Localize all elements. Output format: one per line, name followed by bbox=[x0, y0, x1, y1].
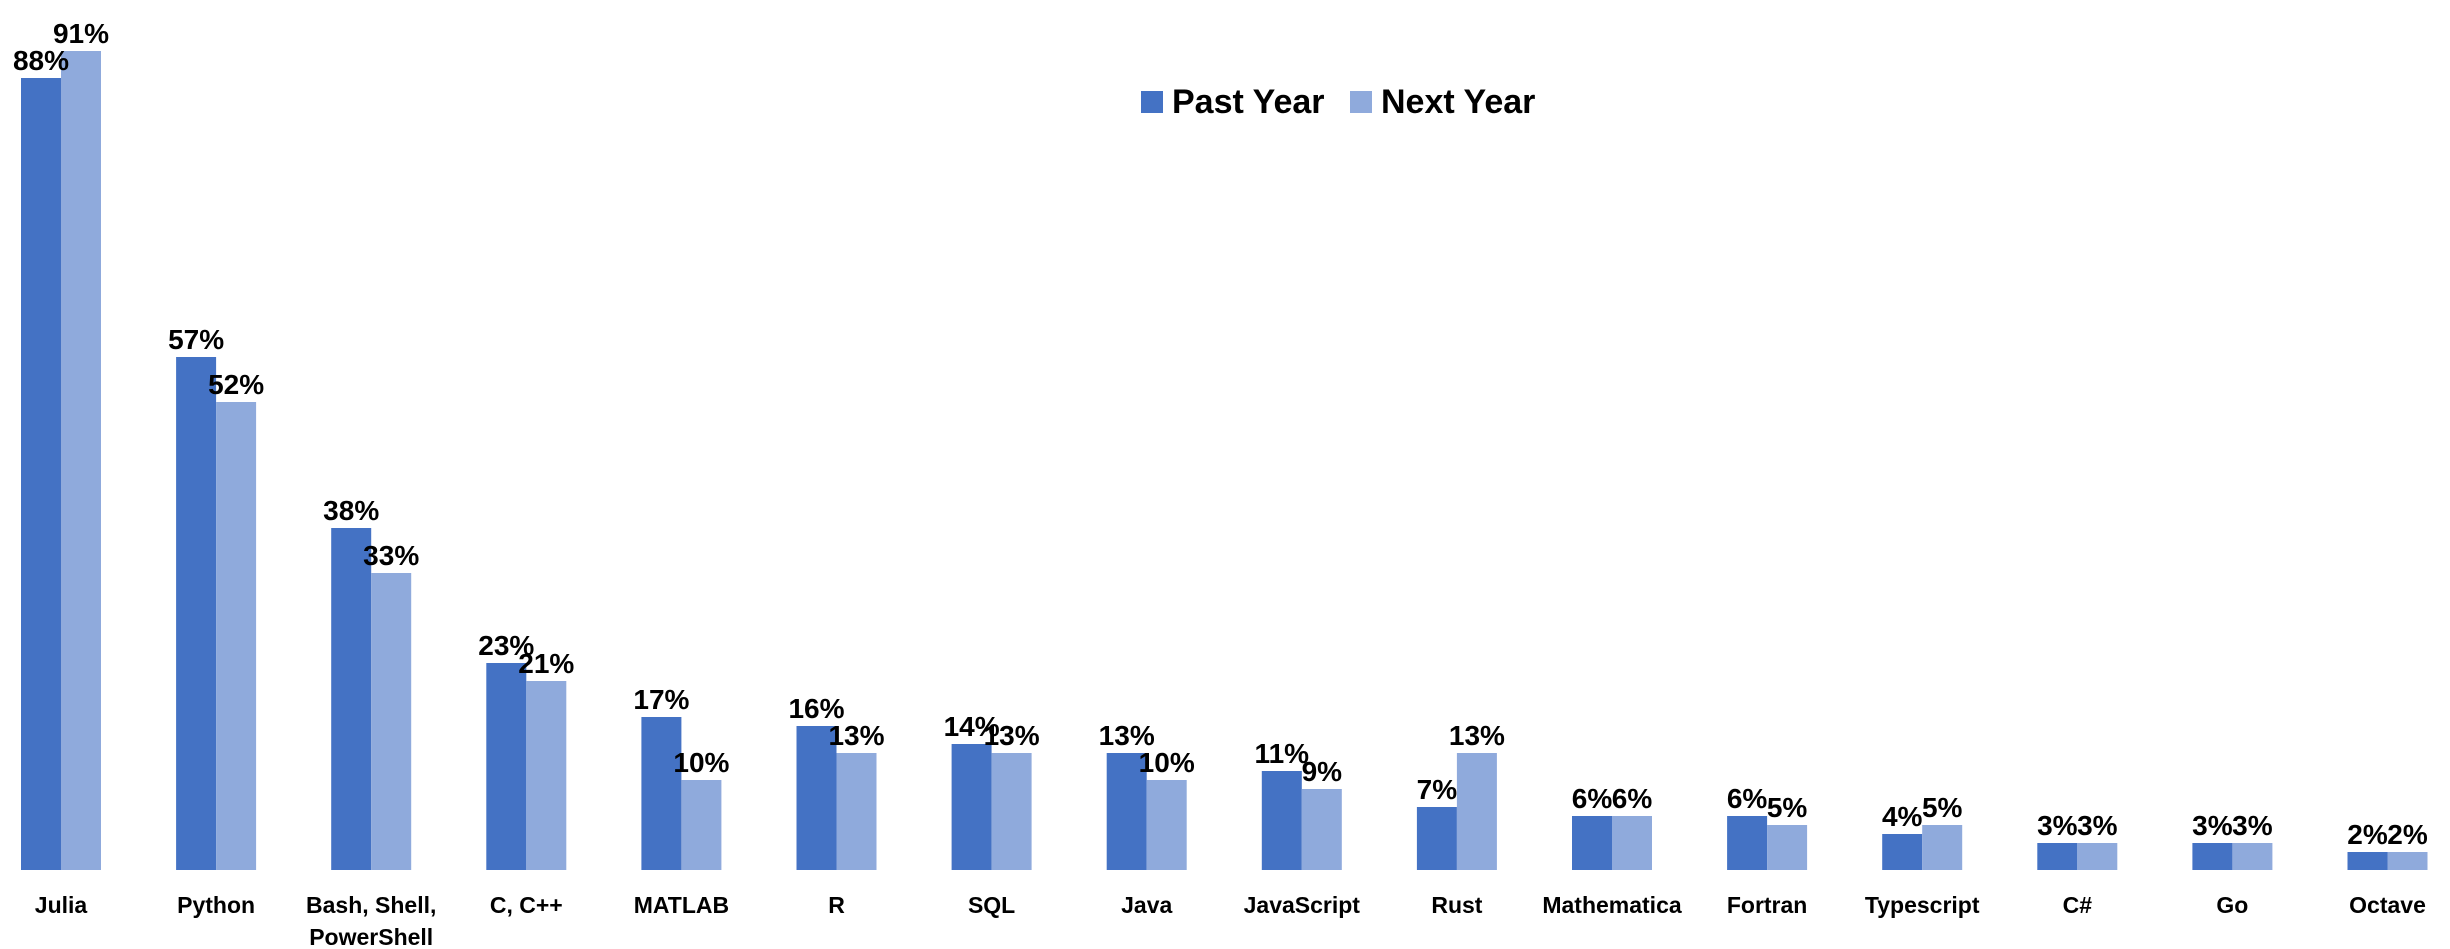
bar-past-year-fortran bbox=[1727, 816, 1768, 870]
bar-next-year-bash-shell-powershell bbox=[371, 573, 412, 870]
value-label-next-year-python: 52% bbox=[208, 369, 264, 400]
category-label-python: Python bbox=[177, 892, 255, 918]
bar-next-year-java bbox=[1146, 780, 1187, 870]
bar-past-year-mathematica bbox=[1572, 816, 1612, 870]
bar-next-year-mathematica bbox=[1612, 816, 1652, 870]
bar-past-year-javascript bbox=[1261, 771, 1302, 870]
value-label-next-year-fortran: 5% bbox=[1767, 792, 1808, 823]
category-label-c-c: C, C++ bbox=[490, 892, 563, 918]
bar-past-year-r bbox=[796, 726, 837, 870]
bar-past-year-java bbox=[1106, 753, 1147, 870]
legend-label-next-year: Next Year bbox=[1381, 83, 1535, 121]
bar-next-year-go bbox=[2232, 843, 2273, 870]
bar-past-year-bash-shell-powershell bbox=[331, 528, 372, 870]
value-label-past-year-octave: 2% bbox=[2347, 819, 2388, 850]
bar-next-year-julia bbox=[61, 51, 101, 870]
value-label-next-year-octave: 2% bbox=[2387, 819, 2428, 850]
value-label-past-year-go: 3% bbox=[2192, 810, 2233, 841]
category-label-octave: Octave bbox=[2349, 892, 2426, 918]
category-label-sql: SQL bbox=[968, 892, 1015, 918]
value-label-next-year-c-c: 21% bbox=[518, 648, 574, 679]
value-label-next-year-r: 13% bbox=[828, 720, 884, 751]
value-label-past-year-typescript: 4% bbox=[1882, 801, 1923, 832]
value-label-next-year-rust: 13% bbox=[1449, 720, 1505, 751]
value-label-next-year-matlab: 10% bbox=[673, 747, 729, 778]
value-label-past-year-javascript: 11% bbox=[1255, 738, 1310, 769]
bar-past-year-c bbox=[2037, 843, 2078, 870]
bar-next-year-c-c bbox=[526, 681, 567, 870]
bar-past-year-matlab bbox=[641, 717, 682, 870]
bar-next-year-c bbox=[2077, 843, 2118, 870]
category-label-matlab: MATLAB bbox=[634, 892, 729, 918]
legend: Past Year Next Year bbox=[1141, 83, 1535, 121]
category-label-bash-shell-powershell: Bash, Shell, PowerShell bbox=[306, 892, 436, 949]
value-label-past-year-c: 3% bbox=[2037, 810, 2078, 841]
bar-next-year-matlab bbox=[681, 780, 722, 870]
value-label-past-year-java: 13% bbox=[1099, 720, 1155, 751]
category-label-julia: Julia bbox=[35, 892, 88, 918]
value-label-next-year-julia: 91% bbox=[53, 18, 109, 49]
bar-next-year-python bbox=[216, 402, 257, 870]
bar-past-year-c-c bbox=[486, 663, 527, 870]
value-label-next-year-c: 3% bbox=[2077, 810, 2118, 841]
category-label-java: Java bbox=[1121, 892, 1172, 918]
bar-past-year-rust bbox=[1416, 807, 1457, 870]
category-label-mathematica: Mathematica bbox=[1542, 892, 1682, 918]
value-label-next-year-bash-shell-powershell: 33% bbox=[363, 540, 419, 571]
bar-next-year-octave bbox=[2387, 852, 2428, 870]
category-label-typescript: Typescript bbox=[1865, 892, 1980, 918]
value-label-next-year-mathematica: 6% bbox=[1612, 783, 1653, 814]
category-label-rust: Rust bbox=[1431, 892, 1482, 918]
category-labels-group: Julia Python Bash, Shell, PowerShell C, C++ M… bbox=[35, 892, 2426, 949]
bar-next-year-rust bbox=[1456, 753, 1497, 870]
category-label-c: C# bbox=[2063, 892, 2093, 918]
value-label-past-year-c-c: 23% bbox=[478, 630, 534, 661]
category-label-javascript: JavaScript bbox=[1244, 892, 1361, 918]
bar-past-year-typescript bbox=[1882, 834, 1923, 870]
value-label-next-year-javascript: 9% bbox=[1302, 756, 1343, 787]
bar-next-year-sql bbox=[991, 753, 1032, 870]
value-label-past-year-python: 57% bbox=[168, 324, 224, 355]
bar-next-year-typescript bbox=[1922, 825, 1963, 870]
value-label-past-year-sql: 14% bbox=[944, 711, 1000, 742]
category-label-go: Go bbox=[2216, 892, 2248, 918]
bar-next-year-fortran bbox=[1767, 825, 1808, 870]
legend-swatch-next-year bbox=[1350, 91, 1372, 113]
bar-past-year-julia bbox=[21, 78, 61, 870]
value-label-past-year-r: 16% bbox=[788, 693, 844, 724]
bar-next-year-r bbox=[836, 753, 877, 870]
legend-label-past-year: Past Year bbox=[1172, 83, 1325, 121]
bar-past-year-octave bbox=[2347, 852, 2388, 870]
value-label-past-year-matlab: 17% bbox=[633, 684, 689, 715]
legend-swatch-past-year bbox=[1141, 91, 1163, 113]
bar-past-year-python bbox=[176, 357, 217, 870]
value-label-next-year-go: 3% bbox=[2232, 810, 2273, 841]
category-label-fortran: Fortran bbox=[1727, 892, 1808, 918]
bar-past-year-sql bbox=[951, 744, 992, 870]
value-labels-group: 88%91%57%52%38%33%23%21%17%10%16%13% 14%1… bbox=[13, 18, 2428, 850]
value-label-past-year-rust: 7% bbox=[1417, 774, 1458, 805]
bar-past-year-go bbox=[2192, 843, 2233, 870]
value-label-past-year-bash-shell-powershell: 38% bbox=[323, 495, 379, 526]
value-label-past-year-julia: 88% bbox=[13, 45, 69, 76]
value-label-past-year-mathematica: 6% bbox=[1572, 783, 1613, 814]
category-label-r: R bbox=[828, 892, 845, 918]
value-label-next-year-sql: 13% bbox=[984, 720, 1040, 751]
bars-group bbox=[21, 51, 2428, 870]
value-label-next-year-java: 10% bbox=[1139, 747, 1195, 778]
bar-next-year-javascript bbox=[1301, 789, 1342, 870]
value-label-past-year-fortran: 6% bbox=[1727, 783, 1768, 814]
value-label-next-year-typescript: 5% bbox=[1922, 792, 1963, 823]
